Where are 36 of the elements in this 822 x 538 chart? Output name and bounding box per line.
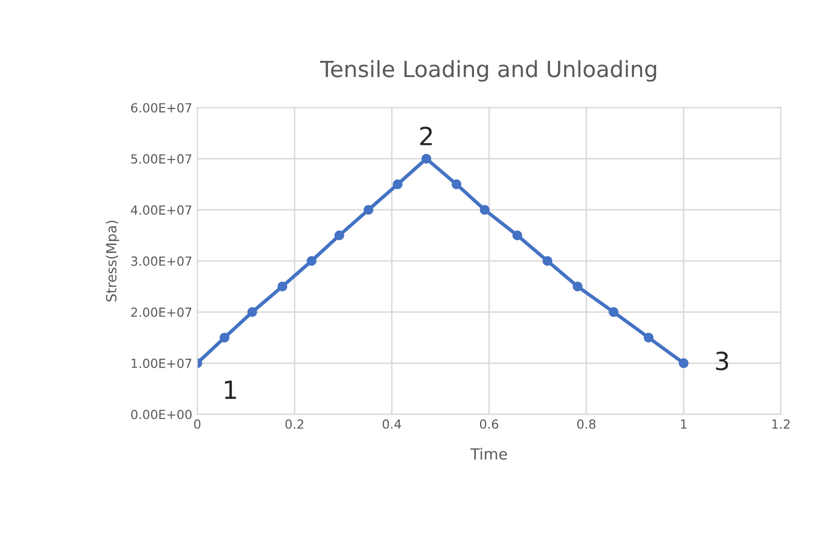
chart-title: Tensile Loading and Unloading xyxy=(320,60,656,82)
point xyxy=(220,332,230,342)
point xyxy=(512,230,522,240)
point xyxy=(542,256,552,266)
x-tick-label: 0.6 xyxy=(480,419,498,429)
y-tick-label: 1.00E+07 xyxy=(132,358,192,368)
point xyxy=(608,307,618,317)
point xyxy=(421,154,432,164)
point xyxy=(678,358,688,368)
x-tick-label: 1.2 xyxy=(772,419,790,429)
y-axis-title: Stress(Mpa) xyxy=(106,220,120,302)
x-tick-label: 0.2 xyxy=(285,419,304,429)
point xyxy=(334,230,344,240)
y-tick-label: 6.00E+07 xyxy=(131,103,192,113)
annotation: 3 xyxy=(716,351,728,370)
point xyxy=(452,179,462,190)
point xyxy=(364,204,374,215)
x-tick-label: 0.8 xyxy=(577,419,596,429)
y-tick-label: 3.00E+07 xyxy=(131,256,192,266)
x-axis-title: Time xyxy=(470,448,507,460)
point xyxy=(306,256,316,266)
y-tick-label: 0.00E+00 xyxy=(131,410,192,420)
x-tick-label: 1 xyxy=(681,420,686,429)
x-tick-label: 0 xyxy=(194,419,200,429)
point xyxy=(572,282,582,292)
y-tick-label: 2.00E+07 xyxy=(131,308,192,317)
y-tick-label: 5.00E+07 xyxy=(131,154,192,164)
point xyxy=(644,332,654,342)
y-tick-label: 4.00E+07 xyxy=(130,205,192,215)
x-tick-label: 0.4 xyxy=(382,419,402,429)
point xyxy=(480,204,490,215)
annotation: 1 xyxy=(225,380,236,399)
point xyxy=(278,282,288,292)
point xyxy=(247,307,258,317)
point xyxy=(392,179,403,190)
annotation: 2 xyxy=(420,126,432,146)
